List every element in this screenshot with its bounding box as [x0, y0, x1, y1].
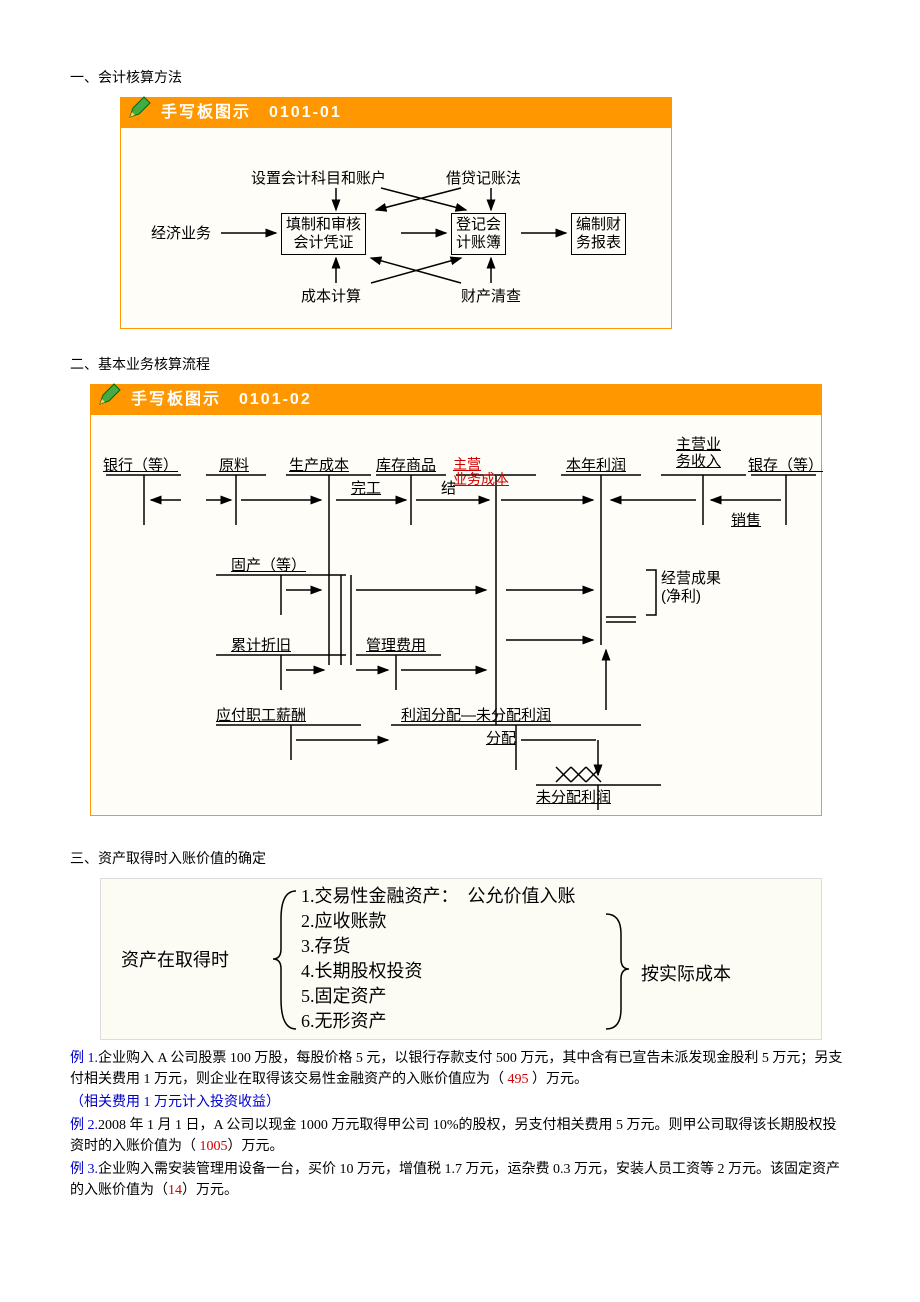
n-result-1: 经营成果 — [661, 570, 721, 587]
n-profitdist: 利润分配—未分配利润 — [401, 705, 551, 728]
n-bank: 银行（等） — [103, 455, 178, 478]
n-result: 经营成果 (净利) — [661, 570, 721, 606]
n-raw: 原料 — [219, 455, 249, 478]
example-1-num: 例 1. — [70, 1051, 98, 1066]
node-inventory-check: 财产清查 — [461, 286, 521, 309]
n-sale-t: 销售 — [731, 512, 761, 529]
example-3-num: 例 3. — [70, 1162, 98, 1177]
n-mainrev-2: 务收入 — [676, 453, 721, 470]
node-report: 编制财 务报表 — [571, 213, 626, 255]
pencil-icon — [97, 381, 123, 407]
diagram-1: 手写板图示 0101-01 设置会计科目和账户 借贷记账法 经济业务 填制和审核… — [120, 97, 672, 329]
node-voucher: 填制和审核 会计凭证 — [281, 213, 366, 255]
node-voucher-l1: 填制和审核 — [286, 216, 361, 233]
n-profit-t: 本年利润 — [566, 457, 626, 474]
n-maincost-2: 业务成本 — [453, 471, 509, 487]
diagram-2-header-text: 手写板图示 0101-02 — [131, 391, 312, 408]
n-complete-t: 完工 — [351, 480, 381, 497]
brace-item-2: 2.应收账款 — [301, 909, 576, 934]
brace-item-6: 6.无形资产 — [301, 1009, 576, 1034]
n-fixed-t: 固产（等） — [231, 557, 306, 574]
example-3-answer: 14 — [168, 1183, 182, 1198]
node-debit-credit: 借贷记账法 — [446, 168, 521, 191]
brace-items: 1.交易性金融资产： 公允价值入账 2.应收账款 3.存货 4.长期股权投资 5… — [301, 884, 576, 1034]
example-2-text-a: 2008 年 1 月 1 日，A 公司以现金 1000 万元取得甲公司 10%的… — [70, 1118, 837, 1154]
n-salary: 应付职工薪酬 — [216, 705, 306, 728]
node-report-l2: 务报表 — [576, 234, 621, 251]
node-report-l1: 编制财 — [576, 216, 621, 233]
n-maincost-1: 主营 — [453, 456, 481, 472]
example-2-num: 例 2. — [70, 1118, 98, 1133]
n-raw-t: 原料 — [219, 457, 249, 474]
example-1-text-a: 企业购入 A 公司股票 100 万股，每股价格 5 元，以银行存款支付 500 … — [70, 1051, 842, 1087]
n-prodcost: 生产成本 — [289, 455, 349, 478]
n-undist-t: 未分配利润 — [536, 789, 611, 806]
node-ledger: 登记会 计账簿 — [451, 213, 506, 255]
pencil-icon — [127, 94, 153, 120]
n-dist-t: 分配 — [486, 730, 516, 747]
section-1-title: 一、会计核算方法 — [70, 68, 850, 89]
n-mgmt: 管理费用 — [366, 635, 426, 658]
n-bank-t: 银行（等） — [103, 457, 178, 474]
diagram-2-header: 手写板图示 0101-02 — [91, 385, 821, 415]
node-accounts: 设置会计科目和账户 — [251, 168, 386, 191]
n-bank2-t: 银存（等） — [748, 457, 823, 474]
diagram-2-body: 银行（等） 原料 生产成本 库存商品 主营 业务成本 本年利润 主营业 务收入 … — [91, 415, 821, 815]
n-dep: 累计折旧 — [231, 635, 291, 658]
brace-item-1: 1.交易性金融资产： 公允价值入账 — [301, 884, 576, 909]
example-2-answer: 1005 — [200, 1139, 228, 1154]
node-cost: 成本计算 — [301, 286, 361, 309]
n-mainrev-1: 主营业 — [676, 436, 721, 453]
n-mgmt-t: 管理费用 — [366, 637, 426, 654]
node-business: 经济业务 — [151, 223, 211, 246]
node-ledger-l2: 计账簿 — [456, 234, 501, 251]
n-dep-t: 累计折旧 — [231, 637, 291, 654]
brace-right-label: 按实际成本 — [641, 961, 731, 988]
section-2-title: 二、基本业务核算流程 — [70, 355, 850, 376]
n-sale: 销售 — [731, 510, 761, 533]
example-1-text-b: ）万元。 — [529, 1072, 589, 1087]
node-voucher-l2: 会计凭证 — [294, 234, 354, 251]
example-2-text-b: ）万元。 — [228, 1139, 284, 1154]
n-inv: 库存商品 — [376, 455, 436, 478]
n-mainrev: 主营业 务收入 — [676, 437, 721, 470]
node-ledger-l1: 登记会 — [456, 216, 501, 233]
n-undist: 未分配利润 — [536, 787, 611, 810]
example-3-text-b: ）万元。 — [182, 1183, 238, 1198]
n-complete: 完工 — [351, 478, 381, 501]
n-profit: 本年利润 — [566, 455, 626, 478]
n-salary-t: 应付职工薪酬 — [216, 707, 306, 724]
n-inv-t: 库存商品 — [376, 457, 436, 474]
brace-item-4: 4.长期股权投资 — [301, 959, 576, 984]
n-settle: 结 — [441, 478, 456, 501]
brace-left-label: 资产在取得时 — [121, 947, 229, 974]
diagram-2: 手写板图示 0101-02 — [90, 384, 822, 816]
example-1-note: （相关费用 1 万元计入投资收益） — [70, 1092, 850, 1113]
n-bank2: 银存（等） — [748, 455, 823, 478]
n-fixed: 固产（等） — [231, 555, 306, 578]
n-maincost: 主营 业务成本 — [453, 457, 509, 488]
diagram-1-header-text: 手写板图示 0101-01 — [161, 104, 342, 121]
brace-diagram: 资产在取得时 1.交易性金融资产： 公允价值入账 2.应收账款 3.存货 4.长… — [100, 878, 822, 1040]
diagram-1-header: 手写板图示 0101-01 — [121, 98, 671, 128]
example-1-answer: 495 — [508, 1072, 529, 1087]
diagram-1-body: 设置会计科目和账户 借贷记账法 经济业务 填制和审核 会计凭证 登记会 计账簿 … — [121, 128, 671, 328]
n-result-2: (净利) — [661, 588, 701, 605]
brace-item-3: 3.存货 — [301, 934, 576, 959]
n-profitdist-t: 利润分配—未分配利润 — [401, 707, 551, 724]
example-2: 例 2.2008 年 1 月 1 日，A 公司以现金 1000 万元取得甲公司 … — [70, 1115, 850, 1157]
n-prodcost-t: 生产成本 — [289, 457, 349, 474]
example-1: 例 1.企业购入 A 公司股票 100 万股，每股价格 5 元，以银行存款支付 … — [70, 1048, 850, 1090]
example-3: 例 3.企业购入需安装管理用设备一台，买价 10 万元，增值税 1.7 万元，运… — [70, 1159, 850, 1201]
n-dist: 分配 — [486, 728, 516, 751]
section-3-title: 三、资产取得时入账价值的确定 — [70, 849, 850, 870]
brace-item-5: 5.固定资产 — [301, 984, 576, 1009]
